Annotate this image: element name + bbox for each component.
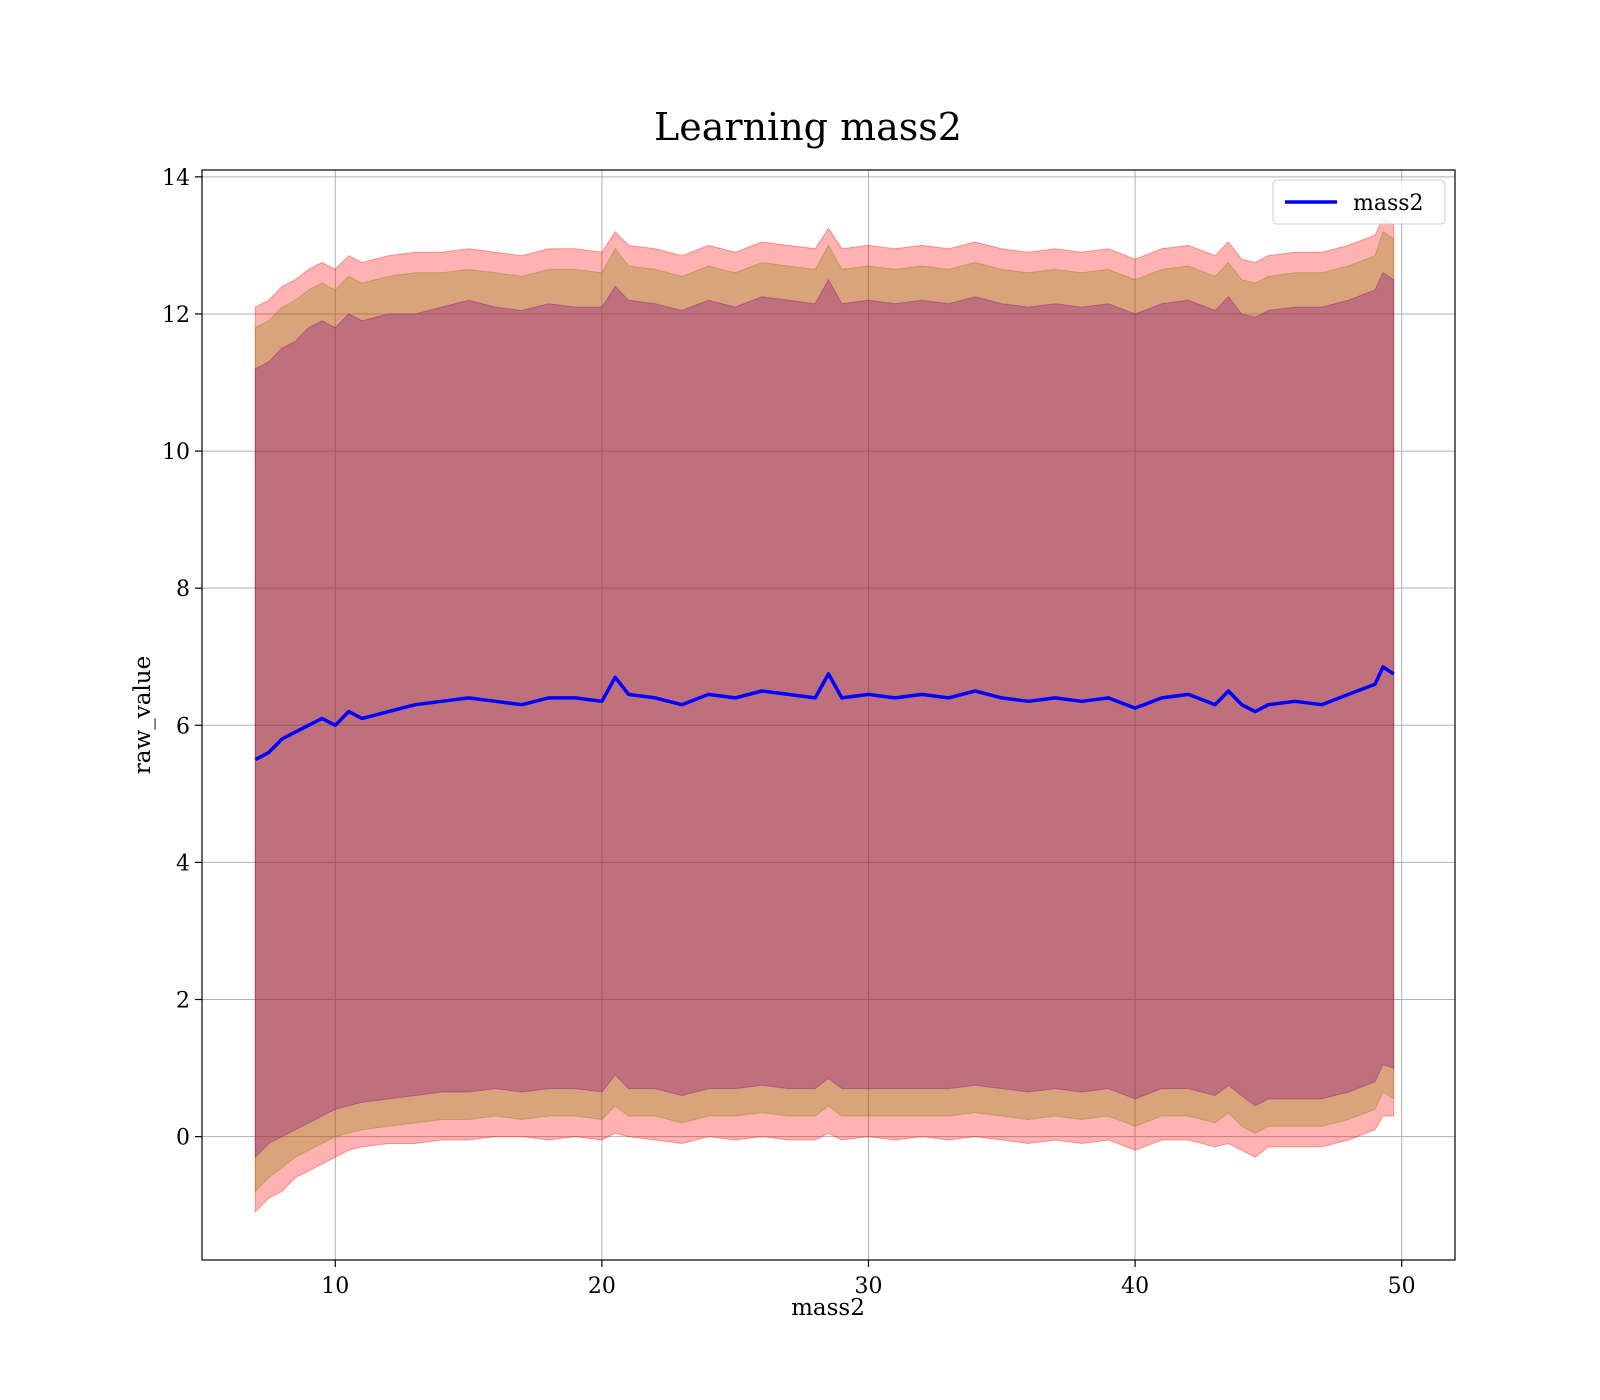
x-tick-label: 20 bbox=[588, 1274, 616, 1299]
y-tick-label: 8 bbox=[176, 577, 190, 602]
chart-title: Learning mass2 bbox=[654, 105, 962, 149]
confidence-band-outer bbox=[254, 217, 1395, 1214]
y-tick-label: 10 bbox=[162, 440, 190, 465]
confidence-band-middle bbox=[254, 230, 1395, 1193]
plot-area: 10 20 30 40 50 0 2 4 6 8 10 12 14 mass2 bbox=[162, 166, 1456, 1299]
x-tick-label: 50 bbox=[1388, 1274, 1416, 1299]
series-line-mass2 bbox=[254, 665, 1395, 762]
y-axis-label: raw_value bbox=[130, 656, 156, 774]
y-tick-label: 4 bbox=[176, 851, 190, 876]
y-tick-label: 6 bbox=[176, 714, 190, 739]
plot-frame bbox=[201, 169, 1456, 1261]
y-tick-label: 2 bbox=[176, 988, 190, 1013]
x-tick-label: 30 bbox=[854, 1274, 882, 1299]
x-tick-label: 10 bbox=[321, 1274, 349, 1299]
y-tick-label: 0 bbox=[176, 1126, 190, 1151]
confidence-band-inner bbox=[254, 272, 1395, 1159]
x-tick-label: 40 bbox=[1121, 1274, 1149, 1299]
x-axis-label: mass2 bbox=[791, 1295, 865, 1321]
y-tick-label: 14 bbox=[162, 166, 190, 191]
legend-label-mass2: mass2 bbox=[1353, 191, 1424, 216]
legend-box bbox=[1272, 179, 1446, 225]
y-tick-label: 12 bbox=[162, 303, 190, 328]
